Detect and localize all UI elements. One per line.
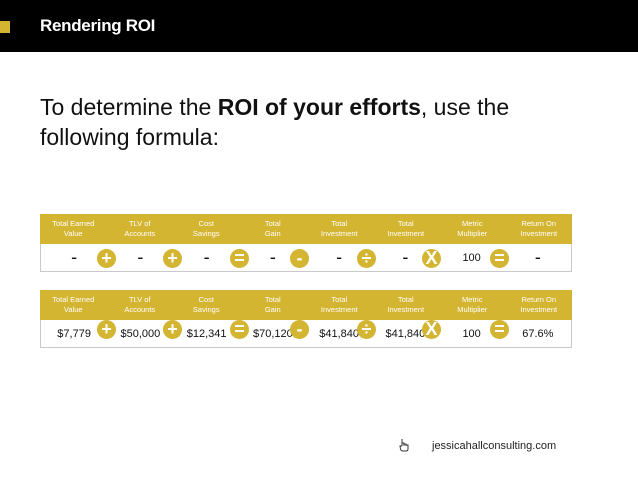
col-tlv-accounts: TLV of Accounts [124, 295, 156, 314]
cursor-hand-icon [399, 439, 409, 452]
value-cell: - [336, 247, 343, 267]
multiply-operator: X [422, 249, 441, 268]
minus-operator: - [290, 320, 309, 339]
value-cell: - [137, 247, 144, 267]
header-accent [0, 21, 10, 33]
value-cell: $50,000 [120, 327, 161, 340]
intro-prefix: To determine the [40, 94, 218, 120]
plus-operator: + [97, 249, 116, 268]
value-cell: 67.6% [522, 327, 554, 340]
value-cell: $12,341 [186, 327, 227, 340]
col-metric-multiplier: Metric Multiplier [457, 295, 488, 314]
plus-operator: + [163, 320, 182, 339]
intro-suffix: , use the following formula: [40, 94, 510, 150]
col-total-gain: Total Gain [264, 295, 281, 314]
col-total-earned-value: Total Earned Value [52, 295, 95, 314]
equals-operator: = [490, 320, 509, 339]
formula-table-template: Total Earned Value TLV of Accounts Cost Sav… [40, 214, 572, 272]
col-total-investment-a: Total Investment [320, 295, 358, 314]
intro-bold: ROI of your efforts [217, 94, 421, 120]
col-return-on-investment: Return On Investment [520, 295, 558, 314]
value-cell: $41,840 [319, 327, 359, 340]
value-cell: $7,779 [57, 327, 91, 340]
col-total-investment-a: Total Investment [320, 219, 358, 238]
value-cell: 100 [462, 251, 481, 264]
value-cell: - [402, 247, 409, 267]
formula-table-example: Total Earned Value TLV of Accounts Cost Sav… [40, 290, 572, 348]
col-total-earned-value: Total Earned Value [52, 219, 95, 238]
plus-operator: + [97, 320, 116, 339]
equals-operator: = [490, 249, 509, 268]
col-total-gain: Total Gain [264, 219, 281, 238]
value-cell: $41,840 [385, 327, 426, 340]
value-cell: 100 [462, 327, 481, 340]
footer-url[interactable]: jessicahallconsulting.com [432, 440, 557, 452]
col-metric-multiplier: Metric Multiplier [457, 219, 488, 238]
header-bar: Rendering ROI [0, 0, 638, 52]
value-cell: - [534, 247, 541, 267]
template-value-row: - - - - - - 100 - [40, 244, 572, 272]
value-cell: - [71, 247, 78, 267]
minus-operator: - [290, 249, 309, 268]
col-cost-savings: Cost Savings [192, 219, 220, 238]
value-cell: - [203, 247, 210, 267]
slide-title: Rendering ROI [40, 16, 156, 35]
equals-operator: = [230, 249, 249, 268]
col-tlv-accounts: TLV of Accounts [124, 219, 156, 238]
intro-heading: To determine the ROI of your efforts, us… [40, 92, 600, 152]
col-total-investment-b: Total Investment [387, 219, 425, 238]
plus-operator: + [163, 249, 182, 268]
multiply-operator: X [422, 320, 441, 339]
value-cell: $70,120 [252, 327, 293, 340]
col-return-on-investment: Return On Investment [520, 219, 558, 238]
value-cell: - [269, 247, 276, 267]
divide-operator: ÷ [357, 249, 376, 268]
table-header-row: Total Earned Value TLV of Accounts Cost Sav… [40, 214, 572, 244]
equals-operator: = [230, 320, 249, 339]
col-cost-savings: Cost Savings [192, 295, 220, 314]
col-total-investment-b: Total Investment [387, 295, 425, 314]
table-header-row: Total Earned Value TLV of Accounts Cost Sav… [40, 290, 572, 320]
divide-operator: ÷ [357, 320, 376, 339]
